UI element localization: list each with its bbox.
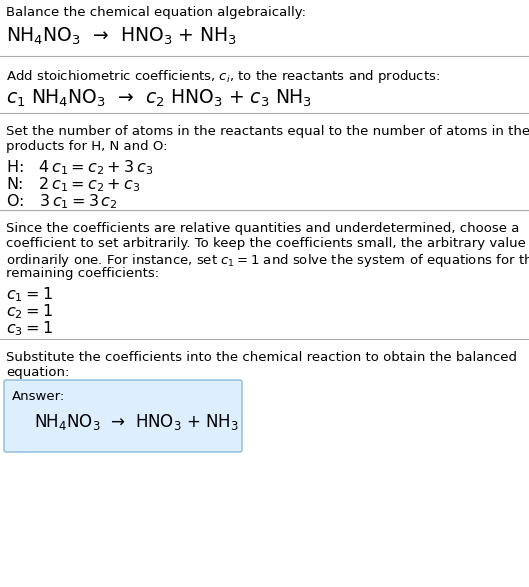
Text: remaining coefficients:: remaining coefficients:	[6, 267, 159, 280]
Text: $c_2 = 1$: $c_2 = 1$	[6, 302, 53, 321]
Text: NH$_4$NO$_3$  →  HNO$_3$ + NH$_3$: NH$_4$NO$_3$ → HNO$_3$ + NH$_3$	[34, 412, 239, 432]
Text: Add stoichiometric coefficients, $c_i$, to the reactants and products:: Add stoichiometric coefficients, $c_i$, …	[6, 68, 440, 85]
Text: Balance the chemical equation algebraically:: Balance the chemical equation algebraica…	[6, 6, 306, 19]
Text: Answer:: Answer:	[12, 390, 65, 403]
Text: $c_3 = 1$: $c_3 = 1$	[6, 319, 53, 338]
Text: Since the coefficients are relative quantities and underdetermined, choose a: Since the coefficients are relative quan…	[6, 222, 519, 235]
Text: equation:: equation:	[6, 366, 69, 379]
Text: ordinarily one. For instance, set $c_1 = 1$ and solve the system of equations fo: ordinarily one. For instance, set $c_1 =…	[6, 252, 529, 269]
Text: O:   $3\,c_1 = 3\,c_2$: O: $3\,c_1 = 3\,c_2$	[6, 192, 117, 211]
Text: Substitute the coefficients into the chemical reaction to obtain the balanced: Substitute the coefficients into the che…	[6, 351, 517, 364]
Text: Set the number of atoms in the reactants equal to the number of atoms in the: Set the number of atoms in the reactants…	[6, 125, 529, 138]
Text: NH$_4$NO$_3$  →  HNO$_3$ + NH$_3$: NH$_4$NO$_3$ → HNO$_3$ + NH$_3$	[6, 26, 236, 48]
Text: N:   $2\,c_1 = c_2 + c_3$: N: $2\,c_1 = c_2 + c_3$	[6, 175, 140, 194]
Text: $c_1$ NH$_4$NO$_3$  →  $c_2$ HNO$_3$ + $c_3$ NH$_3$: $c_1$ NH$_4$NO$_3$ → $c_2$ HNO$_3$ + $c_…	[6, 88, 312, 109]
Text: H:   $4\,c_1 = c_2 + 3\,c_3$: H: $4\,c_1 = c_2 + 3\,c_3$	[6, 158, 153, 177]
Text: $c_1 = 1$: $c_1 = 1$	[6, 285, 53, 303]
Text: products for H, N and O:: products for H, N and O:	[6, 140, 168, 153]
Text: coefficient to set arbitrarily. To keep the coefficients small, the arbitrary va: coefficient to set arbitrarily. To keep …	[6, 237, 529, 250]
FancyBboxPatch shape	[4, 380, 242, 452]
